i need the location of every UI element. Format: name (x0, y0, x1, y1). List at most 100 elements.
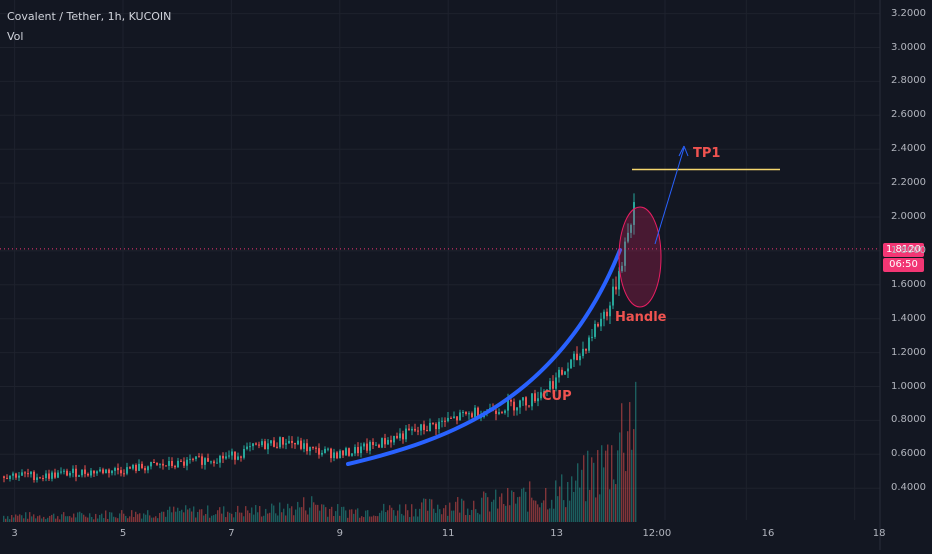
volume-bar (321, 504, 323, 522)
volume-bar (291, 506, 293, 522)
price-tick-label: 2.8000 (891, 75, 926, 87)
volume-bar (361, 516, 363, 522)
volume-bar (471, 509, 473, 522)
volume-bar (403, 515, 405, 522)
volume-bar (107, 518, 109, 522)
volume-bar (243, 516, 245, 522)
volume-bar (203, 515, 205, 522)
volume-bar (485, 492, 487, 522)
candle-body (609, 305, 611, 317)
volume-bar (531, 497, 533, 522)
volume-bar (211, 515, 213, 522)
volume-bar (195, 517, 197, 522)
volume-bar (255, 505, 257, 522)
candle-body (27, 473, 29, 475)
volume-bar (385, 512, 387, 522)
volume-bar (97, 518, 99, 522)
candle-body (381, 438, 383, 448)
volume-bar (437, 504, 439, 522)
candle-body (213, 461, 215, 464)
volume-bar (405, 504, 407, 522)
candle-body (51, 472, 53, 479)
volume-bar (181, 509, 183, 522)
candle-body (315, 447, 317, 449)
candle-body (114, 468, 116, 471)
candle-body (150, 462, 152, 467)
candle-body (429, 422, 431, 432)
volume-bar (197, 511, 199, 522)
candle-body (354, 447, 356, 454)
volume-bar (21, 515, 23, 522)
candle-body (90, 470, 92, 476)
volume-bar (141, 518, 143, 522)
projection-arrow (654, 147, 685, 245)
volume-bar (145, 514, 147, 522)
volume-bar (63, 512, 65, 522)
candle-body (249, 446, 251, 448)
volume-bar (177, 507, 179, 522)
volume-bar (117, 518, 119, 522)
volume-bar (119, 513, 121, 522)
volume-bar (247, 510, 249, 522)
volume-bar (79, 511, 81, 522)
volume-bar (281, 512, 283, 522)
volume-bar (305, 510, 307, 522)
candle-body (597, 323, 599, 327)
volume-bar (179, 510, 181, 522)
volume-bar (439, 509, 441, 522)
volume-bar (529, 481, 531, 522)
volume-bar (125, 515, 127, 522)
volume-bar (495, 489, 497, 522)
volume-bar (187, 509, 189, 522)
volume-bar (69, 516, 71, 522)
volume-bar (283, 508, 285, 522)
candle-body (147, 466, 149, 471)
volume-bar (213, 515, 215, 522)
candle-body (171, 461, 173, 466)
candle-body (123, 473, 125, 475)
volume-bar (561, 474, 563, 522)
candle-body (447, 417, 449, 422)
candle-body (111, 470, 113, 474)
volume-bar (603, 467, 605, 522)
candle-body (549, 381, 551, 390)
volume-bar (555, 480, 557, 522)
volume-bar (297, 501, 299, 522)
volume-bar (635, 381, 637, 522)
volume-bar (625, 471, 627, 522)
volume-bar (307, 514, 309, 522)
candle-body (618, 271, 620, 290)
volume-bar (571, 476, 573, 522)
candle-body (396, 435, 398, 439)
volume-bar (611, 445, 613, 522)
volume-bar (99, 514, 101, 522)
volume-bar (591, 457, 593, 522)
candle-body (627, 232, 629, 242)
candle-body (282, 437, 284, 445)
volume-bar (441, 514, 443, 522)
volume-bar (137, 514, 139, 522)
candle-body (603, 311, 605, 319)
candle-body (303, 443, 305, 449)
volume-bar (491, 501, 493, 522)
volume-bar (219, 507, 221, 522)
candle-body (270, 440, 272, 444)
volume-bar (475, 509, 477, 522)
volume-bar (527, 511, 529, 522)
volume-bar (483, 491, 485, 522)
candle-body (15, 473, 17, 478)
volume-bar (115, 517, 117, 522)
candle-body (363, 443, 365, 447)
volume-bar (345, 510, 347, 522)
candle-body (45, 473, 47, 479)
volume-bar (367, 510, 369, 522)
candle-body (120, 470, 122, 474)
volume-bar (217, 510, 219, 522)
volume-bar (381, 510, 383, 522)
candle-body (534, 393, 536, 402)
candle-body (519, 400, 521, 408)
volume-bar (303, 497, 305, 522)
candle-body (153, 462, 155, 464)
